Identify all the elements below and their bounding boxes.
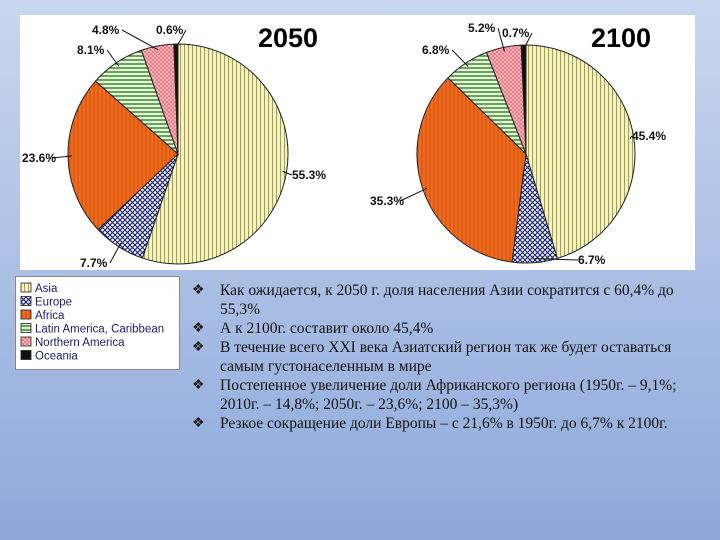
legend-label: Oceania [35,351,78,363]
slice-label: 5.2% [468,21,496,35]
bullet-list: ❖ Как ожидается, к 2050 г. доля населения… [192,281,692,433]
leader-line [109,242,122,264]
legend-swatch-namerica [20,336,32,347]
leader-line [175,29,187,49]
pie-slice-asia [141,43,289,265]
leader-line [282,170,293,176]
chart-legend: Asia Europe Africa Latin America, Caribbean… [15,276,180,370]
leader-line [497,27,505,52]
leader-line [523,32,533,50]
legend-swatch-asia [20,282,32,293]
pie-layer: 55.3% 7.7% 23.6% 8.1% 4.8% 0.6% 2050 45.4% 6.7% 3… [22,21,666,270]
chart-title-year: 2100 [591,23,651,53]
slice-label: 0.6% [156,23,184,37]
legend-label: Africa [35,310,65,322]
legend-swatch-africa [20,309,32,320]
slice-label: 45.4% [632,129,666,143]
bullet-item: ❖ Как ожидается, к 2050 г. доля населения… [192,281,692,319]
slice-label: 6.7% [578,253,606,267]
bullet-item: ❖ Резкое сокращение доли Европы – с 21,6%… [192,414,692,433]
diamond-bullet-icon: ❖ [192,283,205,298]
diamond-bullet-icon: ❖ [192,340,205,355]
pie-charts: 55.3% 7.7% 23.6% 8.1% 4.8% 0.6% 2050 45.4% 6.7% 3… [22,21,666,270]
leader-line [534,258,579,261]
bullet-text: Постепенное увеличение доли Африканского… [220,377,677,413]
diamond-bullet-icon: ❖ [192,378,205,393]
bullet-text: А к 2100г. составит около 45,4% [220,320,434,337]
legend-swatch-oceania [20,350,32,360]
leader-line [451,49,469,67]
leader-line [121,29,159,51]
charts-panel: 55.3% 7.7% 23.6% 8.1% 4.8% 0.6% 2050 45.4% 6.7% 3… [20,15,695,270]
slice-label: 0.7% [502,26,530,40]
legend-swatch-europe [20,296,32,306]
pie-slice-asia [525,44,636,260]
legend-label: Latin America, Caribbean [35,324,164,336]
bullet-item: ❖ Постепенное увеличение доли Африканског… [192,376,692,414]
slice-label: 8.1% [77,43,105,57]
leader-line [629,135,633,140]
bullet-text: В течение всего XXI века Азиатский регио… [220,339,672,375]
slice-label: 7.7% [80,256,108,270]
bullet-item: ❖ А к 2100г. составит около 45,4% [192,319,692,338]
chart-title-year: 2050 [258,23,318,53]
slice-label: 4.8% [92,23,120,37]
leader-line [106,49,120,67]
bullet-text: Как ожидается, к 2050 г. доля населения … [220,282,674,318]
slice-label: 6.8% [422,43,450,57]
bullet-text: Резкое сокращение доли Европы – с 21,6% … [220,415,668,432]
legend-label: Asia [35,283,58,295]
legend-label: Northern America [35,337,125,349]
leader-line [51,155,73,159]
legend-label: Europe [35,297,72,309]
slice-label: 55.3% [292,168,326,182]
diamond-bullet-icon: ❖ [192,416,205,431]
bullet-item: ❖ В течение всего XXI века Азиатский реги… [192,338,692,376]
slice-label: 35.3% [370,194,404,208]
slice-label: 23.6% [22,151,56,165]
leader-line [399,187,428,202]
diamond-bullet-icon: ❖ [192,321,205,336]
legend-swatch-latam [20,323,32,333]
